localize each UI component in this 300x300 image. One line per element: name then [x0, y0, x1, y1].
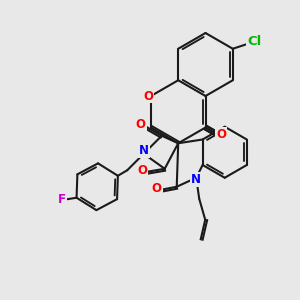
- Text: N: N: [139, 144, 149, 157]
- Text: O: O: [143, 89, 154, 103]
- Text: Cl: Cl: [248, 35, 262, 48]
- Text: F: F: [58, 193, 66, 206]
- Text: O: O: [216, 128, 226, 141]
- Text: O: O: [137, 164, 147, 177]
- Text: N: N: [191, 173, 201, 186]
- Text: O: O: [152, 182, 162, 195]
- Text: O: O: [136, 118, 146, 131]
